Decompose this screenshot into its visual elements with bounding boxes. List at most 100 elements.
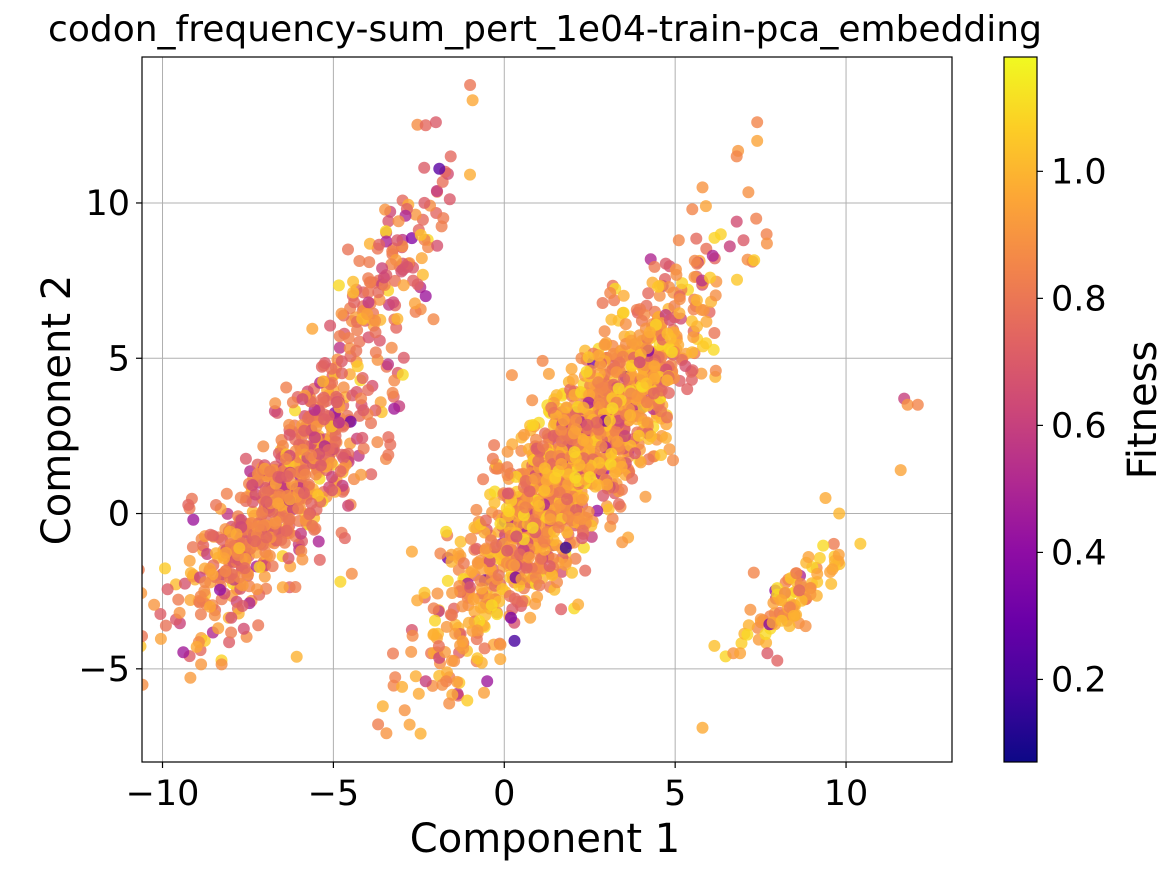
scatter-point	[154, 608, 167, 620]
scatter-point	[508, 634, 521, 647]
scatter-point	[624, 409, 637, 422]
scatter-point	[601, 478, 614, 491]
chart-title: codon_frequency-sum_pert_1e04-train-pca_…	[48, 9, 1042, 50]
scatter-point	[470, 542, 483, 555]
scatter-point	[447, 764, 459, 776]
scatter-point	[593, 397, 606, 410]
scatter-point	[382, 215, 395, 228]
scatter-point	[418, 586, 431, 599]
scatter-point	[799, 620, 812, 633]
y-axis-ticks: −5 0 5 10	[78, 184, 142, 690]
scatter-point	[253, 561, 266, 574]
scatter-point	[565, 362, 578, 375]
scatter-point	[281, 470, 294, 483]
scatter-point	[811, 567, 824, 580]
scatter-point	[533, 499, 546, 512]
scatter-point	[537, 440, 549, 453]
scatter-point	[280, 524, 293, 537]
scatter-point	[203, 562, 216, 575]
scatter-point	[219, 565, 232, 578]
scatter-point	[268, 517, 281, 530]
scatter-point	[687, 331, 700, 344]
y-tick-label: −5	[78, 650, 130, 690]
y-tick-label: 5	[108, 339, 130, 379]
scatter-point	[441, 666, 453, 679]
scatter-point	[457, 557, 470, 570]
scatter-point	[629, 447, 641, 460]
scatter-point	[664, 332, 677, 345]
scatter-point	[545, 401, 558, 414]
scatter-point	[471, 556, 484, 569]
scatter-point	[317, 375, 330, 388]
scatter-point	[748, 254, 761, 267]
scatter-point	[663, 281, 675, 294]
scatter-point	[386, 386, 399, 399]
scatter-point	[826, 563, 839, 576]
scatter-point	[282, 552, 295, 565]
scatter-point	[582, 351, 595, 364]
scatter-point	[466, 94, 479, 107]
scatter-point	[350, 344, 363, 357]
scatter-point	[825, 577, 838, 590]
scatter-point	[269, 397, 282, 410]
scatter-point	[766, 616, 779, 629]
scatter-point	[549, 471, 562, 484]
scatter-point	[470, 503, 483, 516]
scatter-point	[335, 307, 348, 320]
scatter-point	[679, 360, 692, 372]
scatter-point	[471, 652, 484, 665]
scatter-point	[462, 616, 475, 629]
scatter-point	[662, 387, 675, 399]
scatter-point	[234, 491, 247, 504]
scatter-point	[357, 442, 370, 455]
scatter-point	[376, 262, 389, 275]
scatter-point	[298, 487, 310, 499]
scatter-point	[672, 234, 685, 247]
scatter-point	[225, 611, 238, 624]
scatter-point	[335, 367, 348, 380]
scatter-point	[911, 398, 924, 411]
scatter-point	[299, 468, 312, 481]
scatter-point	[388, 374, 401, 387]
scatter-point	[795, 594, 808, 607]
scatter-point	[681, 383, 694, 396]
scatter-point	[569, 552, 582, 565]
scatter-point	[580, 365, 593, 378]
scatter-point	[387, 296, 400, 309]
scatter-point	[190, 640, 203, 653]
scatter-point	[534, 552, 547, 565]
scatter-point	[708, 327, 721, 339]
scatter-point	[598, 325, 611, 338]
scatter-point	[305, 497, 318, 510]
scatter-point	[204, 600, 216, 613]
scatter-point	[309, 522, 322, 535]
scatter-point	[302, 412, 314, 424]
scatter-point	[427, 628, 440, 641]
colorbar-ticks: 0.2 0.4 0.6 0.8 1.0	[1037, 152, 1107, 700]
scatter-point	[178, 577, 191, 590]
scatter-point	[576, 493, 588, 506]
scatter-point	[443, 193, 456, 206]
scatter-point	[362, 384, 375, 396]
scatter-point	[237, 622, 250, 635]
scatter-point	[355, 468, 367, 481]
scatter-point	[751, 134, 764, 147]
scatter-point	[629, 338, 642, 350]
scatter-point	[464, 168, 476, 181]
scatter-point	[371, 436, 384, 449]
scatter-point	[566, 373, 579, 386]
scatter-point	[576, 532, 589, 545]
scatter-point	[648, 372, 661, 385]
scatter-point	[440, 525, 453, 538]
scatter-point	[142, 564, 145, 575]
scatter-point	[901, 398, 914, 411]
scatter-point	[488, 439, 501, 452]
scatter-point	[832, 548, 845, 561]
scatter-point	[827, 537, 840, 550]
scatter-point	[567, 427, 580, 440]
scatter-point	[742, 619, 755, 632]
scatter-point	[731, 273, 743, 286]
scatter-point	[333, 341, 346, 354]
scatter-point	[446, 587, 459, 599]
